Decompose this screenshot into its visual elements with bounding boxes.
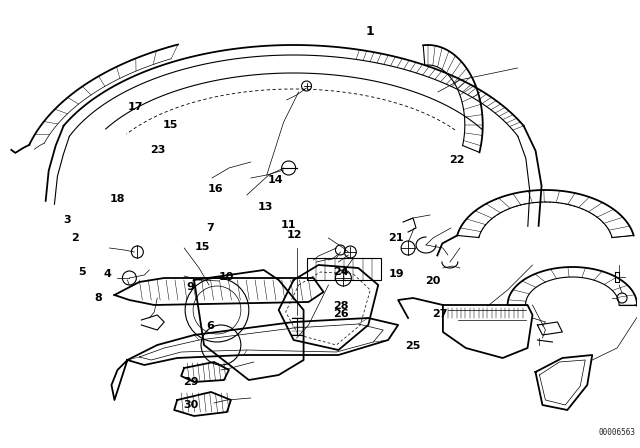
Text: 13: 13 [257,202,273,212]
Text: 5: 5 [77,267,85,277]
Text: 29: 29 [183,377,199,387]
Text: 16: 16 [207,184,223,194]
Text: 20: 20 [426,276,441,286]
Text: 30: 30 [184,401,199,410]
Text: 15: 15 [163,120,179,129]
Text: 3: 3 [63,215,70,224]
Text: 15: 15 [195,242,211,252]
Text: 17: 17 [128,102,143,112]
Text: 4: 4 [103,269,111,279]
Text: 26: 26 [333,310,349,319]
Text: 27: 27 [432,310,447,319]
Text: 23: 23 [150,145,166,155]
Text: 21: 21 [388,233,404,243]
Text: 12: 12 [287,230,302,240]
Text: 1: 1 [365,25,374,38]
Text: 28: 28 [333,301,349,310]
Text: 2: 2 [71,233,79,243]
Text: 22: 22 [450,155,465,165]
Text: 9: 9 [186,282,194,292]
Text: 7: 7 [206,224,214,233]
Text: 6: 6 [206,321,214,331]
Text: 11: 11 [281,220,296,230]
Text: 00006563: 00006563 [598,427,636,436]
Text: 18: 18 [110,194,125,204]
Text: 19: 19 [388,269,404,279]
Text: 25: 25 [405,341,420,351]
Text: 14: 14 [268,175,283,185]
Text: 24: 24 [333,267,349,277]
Text: 10: 10 [218,272,234,282]
Bar [307,258,381,280]
Text: 8: 8 [95,293,102,303]
